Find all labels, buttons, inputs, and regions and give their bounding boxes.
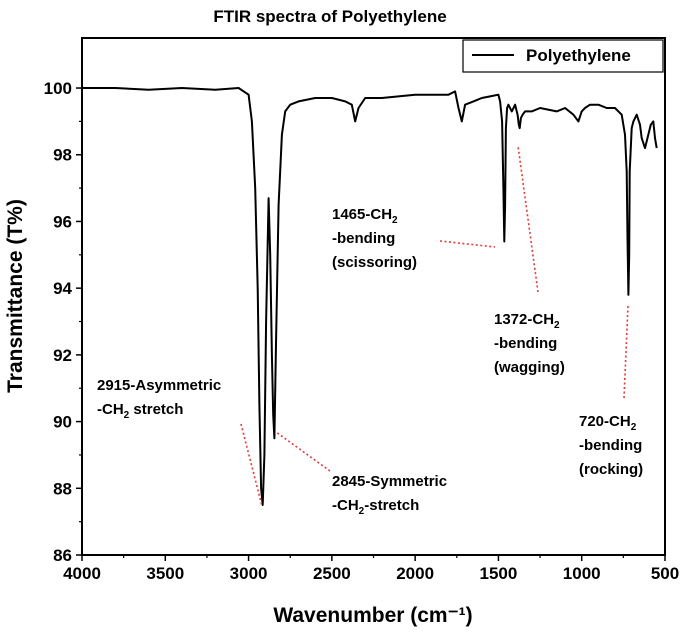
- annotation-label: -bending: [579, 437, 642, 454]
- annotation-text: 2915-Asymmetric: [97, 377, 221, 394]
- x-tick-label: 3500: [146, 564, 184, 583]
- x-axis-label: Wavenumber (cm⁻¹): [273, 604, 472, 627]
- annotations: 1465-CH2-bending(scissoring)1372-CH2-ben…: [97, 145, 643, 517]
- annotation-label: (wagging): [494, 359, 565, 376]
- annotation-text: -CH: [97, 401, 124, 418]
- x-tick-label: 3000: [230, 564, 268, 583]
- annotation-label: -bending: [494, 335, 557, 352]
- annotation-label: (scissoring): [332, 254, 417, 271]
- annotation-text: (wagging): [494, 359, 565, 376]
- annotation-leader-line: [439, 240, 496, 248]
- x-tick-label: 500: [651, 564, 679, 583]
- legend-label: Polyethylene: [526, 46, 631, 65]
- y-tick-label: 92: [53, 346, 72, 365]
- y-tick-label: 86: [53, 546, 72, 565]
- annotation-label: (rocking): [579, 461, 643, 478]
- annotation-leader-line: [517, 145, 539, 293]
- annotation-text: -stretch: [364, 497, 419, 514]
- y-tick-label: 88: [53, 479, 72, 498]
- annotation-label: 2845-Symmetric: [332, 473, 447, 490]
- annotation-text: (scissoring): [332, 254, 417, 271]
- annotation-text: -bending: [494, 335, 557, 352]
- y-tick-label: 98: [53, 146, 72, 165]
- y-axis-label: Transmittance (T%): [4, 199, 27, 393]
- annotation-text: -bending: [579, 437, 642, 454]
- annotation-text: -bending: [332, 230, 395, 247]
- annotation-text: stretch: [129, 401, 183, 418]
- legend: Polyethylene: [462, 39, 664, 73]
- annotation-label: 1372-CH2: [494, 311, 560, 331]
- annotation-subscript: 2: [631, 422, 637, 433]
- x-tick-label: 1000: [563, 564, 601, 583]
- y-tick-label: 100: [44, 79, 72, 98]
- x-tick-label: 4000: [63, 564, 101, 583]
- x-axis: 4000 3500 3000 2500 2000 1500 1000 500: [63, 555, 679, 583]
- y-axis: 86 88 90 92 94 96 98 100: [44, 79, 82, 565]
- annotation-text: 1465-CH: [332, 206, 392, 223]
- y-tick-label: 96: [53, 212, 72, 231]
- annotation-subscript: 2: [554, 320, 560, 331]
- annotation-label: -CH2-stretch: [332, 497, 419, 517]
- x-tick-label: 2500: [313, 564, 351, 583]
- annotation-text: 720-CH: [579, 413, 631, 430]
- x-tick-label: 1500: [480, 564, 518, 583]
- annotation-label: 2915-Asymmetric: [97, 377, 221, 394]
- series-line-polyethylene: [82, 87, 658, 506]
- y-tick-label: 90: [53, 413, 72, 432]
- annotation-leader-line: [240, 423, 263, 507]
- chart-title: FTIR spectra of Polyethylene: [213, 7, 446, 26]
- annotation-subscript: 2: [392, 215, 398, 226]
- annotation-leader-line: [275, 431, 331, 472]
- annotation-text: (rocking): [579, 461, 643, 478]
- annotation-text: 1372-CH: [494, 311, 554, 328]
- annotation-text: -CH: [332, 497, 359, 514]
- annotation-label: 720-CH2: [579, 413, 637, 433]
- annotation-subscript: 2: [124, 410, 130, 421]
- annotation-text: 2845-Symmetric: [332, 473, 447, 490]
- y-tick-label: 94: [53, 279, 72, 298]
- annotation-leader-line: [623, 305, 629, 399]
- annotation-subscript: 2: [359, 506, 365, 517]
- x-tick-label: 2000: [396, 564, 434, 583]
- annotation-label: -bending: [332, 230, 395, 247]
- annotation-label: 1465-CH2: [332, 206, 398, 226]
- annotation-label: -CH2 stretch: [97, 401, 183, 421]
